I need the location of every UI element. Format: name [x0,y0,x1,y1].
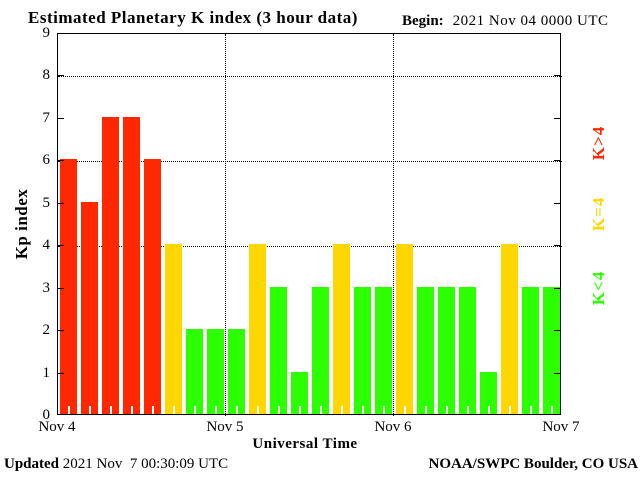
x-axis-tick [277,406,280,414]
x-day-label: Nov 5 [206,419,244,435]
y-tick-label: 6 [42,152,51,169]
legend-item: K<4 [589,270,608,306]
kp-bar [396,244,413,414]
kp-bar [354,287,371,414]
y-axis-tick [58,245,64,247]
plot-area [57,33,562,416]
kp-bar [522,287,539,414]
kp-bar [228,329,245,414]
y-tick-label: 8 [42,67,51,84]
kp-bar [312,287,329,414]
x-axis-tick [109,406,112,414]
y-axis-tick [58,202,64,204]
x-axis-tick [88,406,91,414]
kp-bar [81,202,98,414]
x-day-label: Nov 6 [374,419,412,435]
y-axis-tick [58,287,64,289]
kp-bar [207,329,224,414]
x-axis-tick [529,406,532,414]
legend-item: K=4 [589,196,608,232]
kp-bar [459,287,476,414]
updated-label: Updated [4,456,60,472]
kp-bar [60,159,77,414]
kp-bar [291,372,308,414]
y-tick-label: 2 [42,322,51,339]
y-axis-tick [554,372,560,374]
x-day-label: Nov 4 [38,419,76,435]
grid-line-h [58,76,562,78]
x-axis-tick [151,406,154,414]
x-axis-tick [382,406,385,414]
y-axis-tick [58,117,64,119]
x-axis-tick [235,406,238,414]
begin-value: 2021 Nov 04 0000 UTC [452,13,609,29]
kp-bar [249,244,266,414]
kp-bar [501,244,518,414]
y-tick-label: 5 [42,194,51,211]
kp-bar [333,244,350,414]
grid-line-v [225,34,226,416]
grid-line-v [393,34,394,416]
page-title: Estimated Planetary K index (3 hour data… [28,8,358,27]
x-axis-tick [214,406,217,414]
x-axis-tick [256,406,259,414]
x-axis-tick [67,406,70,414]
y-axis-tick [58,372,64,374]
begin-label: Begin: [402,13,444,29]
begin-timestamp: Begin: 2021 Nov 04 0000 UTC [402,13,609,30]
x-axis-tick [508,406,511,414]
kp-bar [375,287,392,414]
x-axis-tick [403,406,406,414]
x-axis-tick [361,406,364,414]
kp-bar [543,287,560,414]
kp-bar [144,159,161,414]
legend-item: K>4 [589,125,608,161]
x-axis-tick [298,406,301,414]
kp-bar [123,117,140,414]
kp-bar [270,287,287,414]
kp-bar [417,287,434,414]
y-axis-tick [554,160,560,162]
x-axis-tick [550,406,553,414]
x-axis-tick [340,406,343,414]
y-tick-label: 4 [42,237,51,254]
y-axis-tick [58,160,64,162]
y-axis-tick [554,245,560,247]
y-axis-tick [554,117,560,119]
kp-bar [102,117,119,414]
y-axis-tick [554,202,560,204]
grid-line-h [58,161,562,163]
x-axis-tick [445,406,448,414]
kp-bar [480,372,497,414]
updated-timestamp: Updated 2021 Nov 7 00:30:09 UTC [4,456,228,473]
x-axis-tick [319,406,322,414]
x-axis-tick [487,406,490,414]
x-axis-tick [466,406,469,414]
x-axis-tick [424,406,427,414]
grid-line-h [58,246,562,248]
x-axis-tick [172,406,175,414]
y-tick-label: 0 [42,407,51,423]
y-axis-tick [58,75,64,77]
y-axis-tick [554,330,560,332]
x-axis-tick [193,406,196,414]
updated-value: 2021 Nov 7 00:30:09 UTC [59,456,229,472]
y-tick-label: 9 [42,25,51,41]
x-axis-title: Universal Time [252,436,358,452]
kp-bar [438,287,455,414]
kp-bar [186,329,203,414]
kp-bar [165,244,182,414]
x-axis-tick [130,406,133,414]
y-axis-tick [58,330,64,332]
x-day-label: Nov 7 [542,419,580,435]
y-axis-tick [554,75,560,77]
source-attribution: NOAA/SWPC Boulder, CO USA [428,456,638,472]
y-tick-label: 3 [42,279,51,296]
y-axis-tick [554,287,560,289]
y-tick-label: 1 [42,364,51,381]
y-tick-label: 7 [42,109,51,126]
